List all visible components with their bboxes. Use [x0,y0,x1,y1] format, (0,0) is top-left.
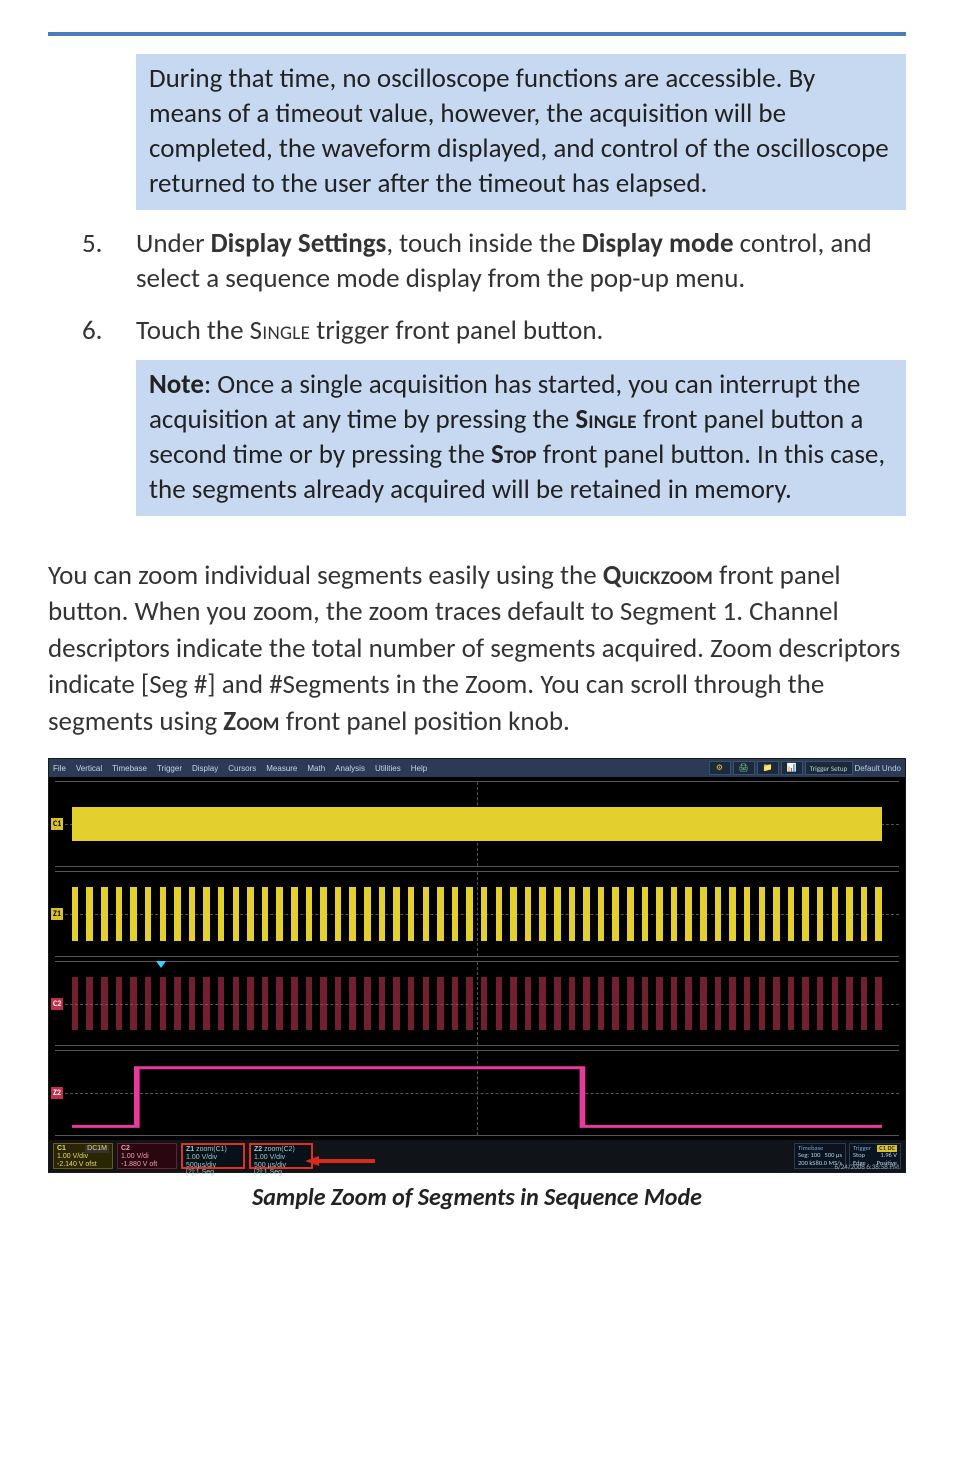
menu-vertical[interactable]: Vertical [76,764,102,773]
toolbar-icon-4[interactable]: 📊 [781,761,803,775]
page: During that time, no oscilloscope functi… [0,0,954,1272]
trigger-setup-button[interactable]: Trigger Setup [805,761,853,775]
menu-file[interactable]: File [53,764,66,773]
c2-descriptor[interactable]: C2 1.00 V/di -1.880 V oft [117,1143,177,1169]
segment-marker-icon [156,961,166,968]
toolbar-icon-1[interactable]: ⚙ [709,761,731,775]
c1-label: C1 [51,818,63,830]
callout-timeout-text: During that time, no oscilloscope functi… [149,62,889,200]
menu-utilities[interactable]: Utilities [375,764,401,773]
step-6-body: Touch the Single trigger front panel but… [136,313,906,348]
single-button-ref: Single [575,403,637,436]
scope-footer: C1 DC1M 1.00 V/div -2.140 V ofst C2 1.00… [49,1140,905,1172]
z2-descriptor[interactable]: Z2 zoom(C2) 1.00 V/div 500 µs/div [2]:1 … [249,1143,313,1169]
zoom-ref: Zoom [223,705,279,738]
step-6: 6. Touch the Single trigger front panel … [82,313,906,348]
figure-caption: Sample Zoom of Segments in Sequence Mode [48,1183,906,1212]
note-lead: Note [149,368,204,401]
scope-menubar: File Vertical Timebase Trigger Display C… [49,759,905,777]
pane-c2: C2 [55,961,899,1047]
single-label: Single [250,314,311,347]
menu-measure[interactable]: Measure [266,764,297,773]
step-6-number: 6. [82,313,108,348]
menu-trigger[interactable]: Trigger [157,764,182,773]
z2-trace [72,1051,882,1135]
step-5: 5. Under Display Settings, touch inside … [82,226,906,296]
callout-timeout: During that time, no oscilloscope functi… [136,54,906,210]
z1-descriptor[interactable]: Z1 zoom(C1) 1.00 V/div 500µs/div [2]:1 S… [181,1143,245,1169]
step-5-body: Under Display Settings, touch inside the… [136,226,906,296]
menu-cursors[interactable]: Cursors [228,764,256,773]
c1-trace [72,807,882,841]
display-settings-label: Display Settings [211,227,387,260]
menu-help[interactable]: Help [411,764,427,773]
z2-label: Z2 [51,1087,63,1099]
pane-z1: Z1 [55,871,899,957]
z1-label: Z1 [51,908,63,920]
stop-button-ref: Stop [491,438,537,471]
scope-panes: C1 Z1 C2 [49,777,905,1140]
header-rule [48,30,906,36]
c2-label: C2 [51,998,63,1010]
c2-trace [72,977,882,1031]
z1-trace [72,887,882,941]
scope-timestamp: 6/24/2008 6:38:58 PM [835,1162,900,1171]
callout-note: Note: Once a single acquisition has star… [136,360,906,516]
menubar-right: ⚙ 🖨 📁 📊 Trigger Setup Default Undo [709,761,901,775]
menu-timebase[interactable]: Timebase [112,764,147,773]
oscilloscope-screenshot: File Vertical Timebase Trigger Display C… [48,758,906,1173]
figure-wrap: File Vertical Timebase Trigger Display C… [48,758,906,1212]
menu-math[interactable]: Math [307,764,325,773]
toolbar-icon-3[interactable]: 📁 [757,761,779,775]
undo-button[interactable]: Undo [882,764,901,773]
pane-z2: Z2 [55,1050,899,1136]
step-5-number: 5. [82,226,108,296]
pane-c1: C1 [55,781,899,867]
quickzoom-ref: Quickzoom [603,559,713,592]
c1-descriptor[interactable]: C1 DC1M 1.00 V/div -2.140 V ofst [53,1143,113,1169]
zoom-description: You can zoom individual segments easily … [48,558,906,740]
annotation-arrow-icon [305,1152,375,1162]
menu-analysis[interactable]: Analysis [335,764,365,773]
menu-display[interactable]: Display [192,764,218,773]
default-button[interactable]: Default [855,764,880,773]
display-mode-label: Display mode [582,227,734,260]
toolbar-icon-2[interactable]: 🖨 [733,761,755,775]
